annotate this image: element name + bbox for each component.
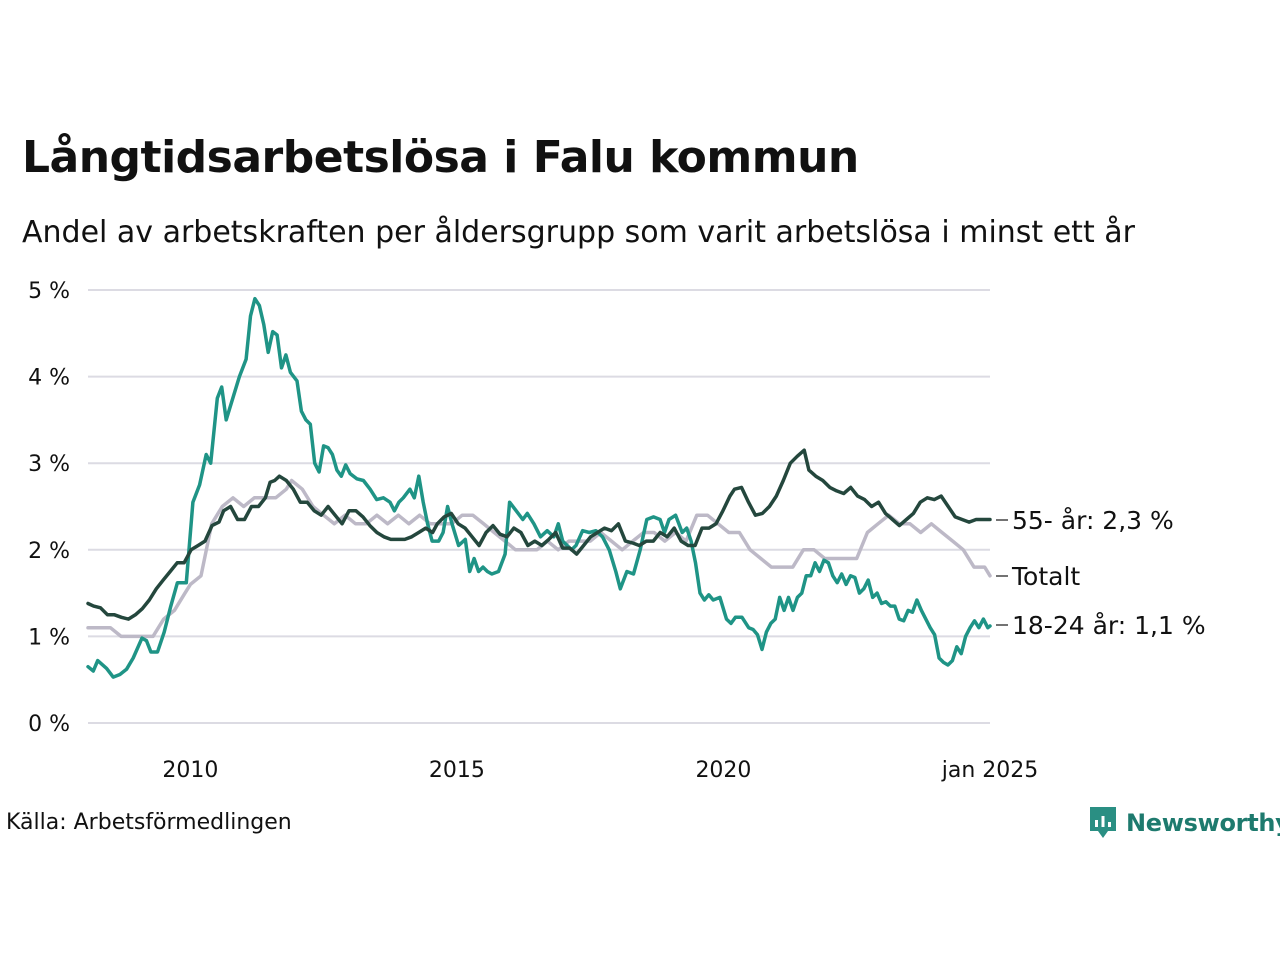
source-note: Källa: Arbetsförmedlingen [6,810,292,835]
end-label: 18-24 år: 1,1 % [1012,611,1206,640]
end-labels: Totalt 18-24 år: 1,1 % 55- år: 2,3 % [996,506,1206,640]
end-label: Totalt [1011,562,1080,591]
y-axis-ticks: 0 % 1 % 2 % 3 % 4 % 5 % [28,279,70,737]
y-tick-label: 2 % [28,539,70,564]
y-tick-label: 1 % [28,625,70,650]
series-line-2 [86,296,992,679]
series-lines [86,296,992,679]
line-chart: 0 %1 %2 %3 %4 %5 % 2010 2015 2020 jan 2025 … [28,279,1206,783]
brand-name: Newsworthy [1126,809,1280,837]
x-tick-label: jan 2025 [941,758,1039,783]
x-tick-label: 2020 [695,758,751,783]
newsworthy-icon [1090,807,1116,838]
y-tick-label: 4 % [28,366,70,391]
brand-logo[interactable]: Newsworthy [1088,803,1280,843]
y-tick-label: 0 % [28,712,70,737]
x-tick-label: 2010 [162,758,218,783]
y-tick-label: 5 % [28,279,70,304]
series-line-1 [86,478,992,639]
y-tick-label: 3 % [28,452,70,477]
chart-title: Långtidsarbetslösa i Falu kommun [22,132,859,183]
series-line-3 [86,448,992,621]
end-label: 55- år: 2,3 % [1012,506,1174,535]
chart-subtitle: Andel av arbetskraften per åldersgrupp s… [22,215,1135,250]
x-axis-ticks: 2010 2015 2020 jan 2025 [162,758,1038,783]
x-tick-label: 2015 [429,758,485,783]
